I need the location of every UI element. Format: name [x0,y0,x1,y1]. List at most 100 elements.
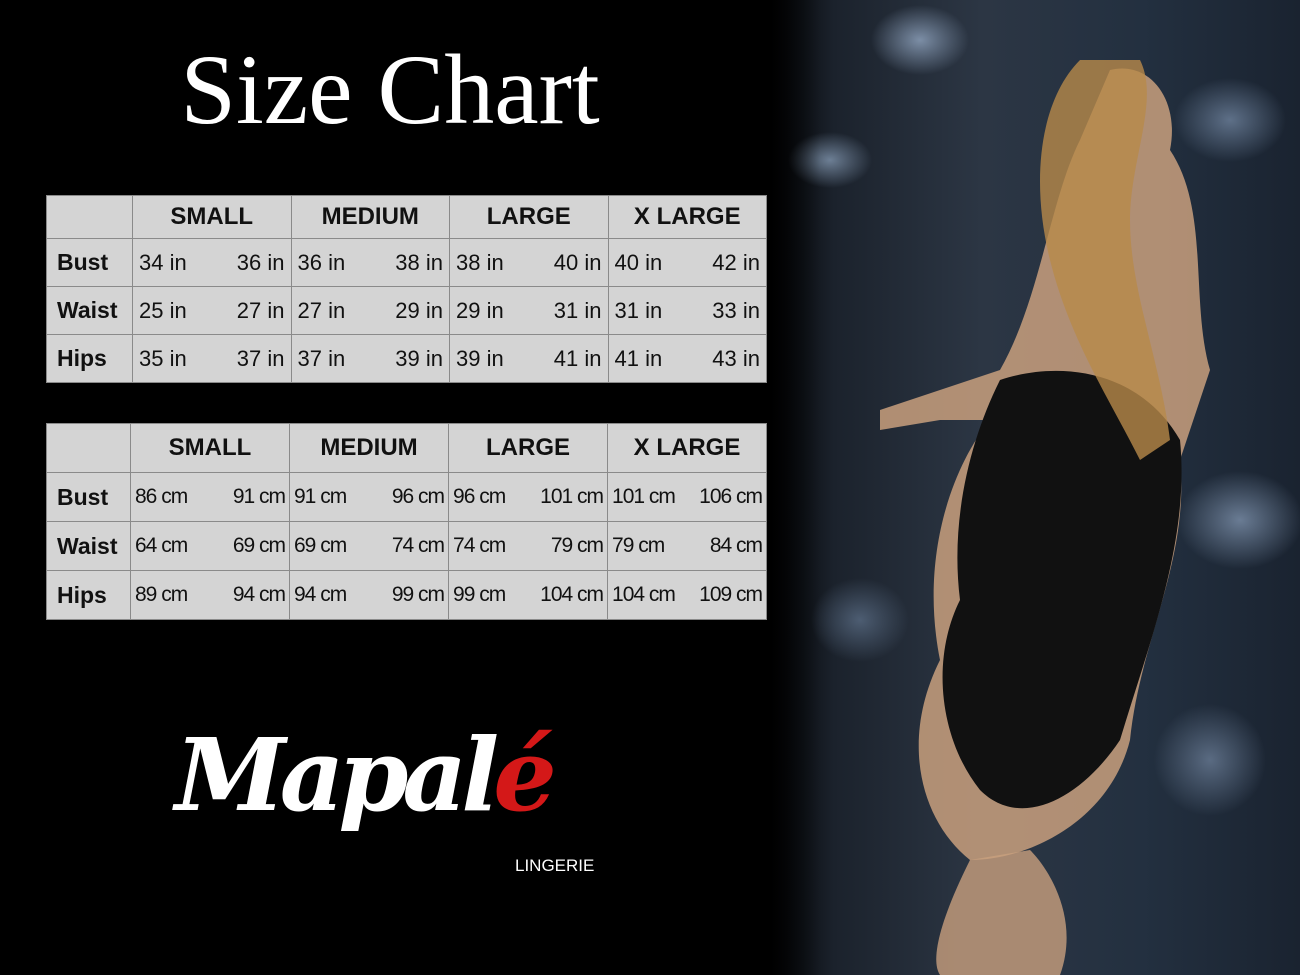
measurement-label: Waist [46,521,131,571]
max-value: 96 cm [391,485,445,508]
min-value: 64 cm [135,534,188,557]
min-value: 94 cm [294,583,347,606]
min-value: 79 cm [612,534,665,557]
size-range-cell: 39 in 41 in [449,334,609,383]
max-value: 101 cm [540,485,604,508]
max-value: 38 in [395,249,444,275]
max-value: 106 cm [699,485,763,508]
size-range-cell: 37 in 39 in [290,334,451,383]
max-value: 104 cm [540,583,604,606]
size-header: MEDIUM [288,423,450,473]
header-row: SMALL MEDIUM LARGE X LARGE [46,423,768,473]
min-value: 36 in [297,249,346,275]
page-title: Size Chart [180,34,600,145]
min-value: 104 cm [612,583,676,606]
size-range-cell: 27 in 29 in [290,286,451,335]
table-row: Hips 89 cm 94 cm 94 cm 99 cm 99 cm 104 cm 104 c… [46,570,768,620]
measurement-label: Waist [46,286,133,335]
size-range-cell: 94 cm 99 cm [288,570,450,620]
table-row: Bust 86 cm 91 cm 91 cm 96 cm 96 cm 101 cm 101 c… [46,472,768,522]
min-value: 74 cm [453,534,506,557]
model-silhouette [880,60,1210,975]
min-value: 29 in [456,297,504,323]
max-value: 91 cm [232,485,286,508]
min-value: 35 in [139,345,187,371]
min-value: 96 cm [453,485,506,508]
size-range-cell: 64 cm 69 cm [130,521,290,571]
size-header: X LARGE [607,195,768,239]
min-value: 38 in [456,249,504,275]
size-table-inches: SMALL MEDIUM LARGE X LARGE Bust 34 in 36 in 36 … [46,195,768,383]
max-value: 37 in [236,345,285,371]
min-value: 91 cm [294,485,347,508]
size-range-cell: 96 cm 101 cm [448,472,609,522]
header-row: SMALL MEDIUM LARGE X LARGE [46,195,768,239]
min-value: 69 cm [294,534,347,557]
min-value: 40 in [614,249,663,275]
min-value: 37 in [297,345,346,371]
size-range-cell: 89 cm 94 cm [130,570,290,620]
max-value: 29 in [395,297,444,323]
max-value: 36 in [236,249,285,275]
size-header: SMALL [132,195,292,239]
size-header: LARGE [448,423,609,473]
max-value: 99 cm [391,583,445,606]
size-table-cm: SMALL MEDIUM LARGE X LARGE Bust 86 cm 91 cm 91 … [46,423,768,620]
max-value: 94 cm [232,583,286,606]
max-value: 39 in [395,345,444,371]
brand-logo: Mapalé LINGERIE [175,720,615,880]
size-range-cell: 31 in 33 in [607,286,768,335]
max-value: 27 in [236,297,285,323]
max-value: 40 in [553,249,602,275]
size-range-cell: 104 cm 109 cm [607,570,768,620]
size-range-cell: 38 in 40 in [449,238,609,287]
corner-cell [46,423,131,473]
size-range-cell: 79 cm 84 cm [607,521,768,571]
min-value: 27 in [297,297,346,323]
min-value: 31 in [614,297,663,323]
min-value: 101 cm [612,485,676,508]
size-header: SMALL [130,423,290,473]
size-header: MEDIUM [290,195,451,239]
max-value: 41 in [553,345,602,371]
size-range-cell: 34 in 36 in [132,238,292,287]
size-range-cell: 36 in 38 in [290,238,451,287]
max-value: 31 in [553,297,602,323]
max-value: 109 cm [699,583,763,606]
model-photo [770,0,1300,975]
table-row: Hips 35 in 37 in 37 in 39 in 39 in 41 in 41 in 4… [46,334,768,383]
min-value: 34 in [139,249,187,275]
min-value: 25 in [139,297,187,323]
brand-wordmark: Mapalé [175,716,557,834]
min-value: 99 cm [453,583,506,606]
max-value: 43 in [712,345,761,371]
size-range-cell: 101 cm 106 cm [607,472,768,522]
size-range-cell: 69 cm 74 cm [288,521,450,571]
measurement-label: Hips [46,570,131,620]
max-value: 42 in [712,249,761,275]
measurement-label: Bust [46,472,131,522]
size-header: X LARGE [607,423,768,473]
size-range-cell: 86 cm 91 cm [130,472,290,522]
table-row: Bust 34 in 36 in 36 in 38 in 38 in 40 in 40 in 4… [46,238,768,287]
min-value: 41 in [614,345,663,371]
max-value: 33 in [712,297,761,323]
size-range-cell: 41 in 43 in [607,334,768,383]
size-range-cell: 99 cm 104 cm [448,570,609,620]
max-value: 69 cm [232,534,286,557]
max-value: 84 cm [709,534,763,557]
size-range-cell: 25 in 27 in [132,286,292,335]
min-value: 86 cm [135,485,188,508]
brand-tagline: LINGERIE [515,856,595,875]
size-header: LARGE [449,195,609,239]
table-row: Waist 25 in 27 in 27 in 29 in 29 in 31 in 31 in… [46,286,768,335]
size-range-cell: 91 cm 96 cm [288,472,450,522]
measurement-label: Bust [46,238,133,287]
size-range-cell: 29 in 31 in [449,286,609,335]
max-value: 79 cm [550,534,604,557]
table-row: Waist 64 cm 69 cm 69 cm 74 cm 74 cm 79 cm 79 cm… [46,521,768,571]
size-range-cell: 35 in 37 in [132,334,292,383]
min-value: 89 cm [135,583,188,606]
corner-cell [46,195,133,239]
measurement-label: Hips [46,334,133,383]
